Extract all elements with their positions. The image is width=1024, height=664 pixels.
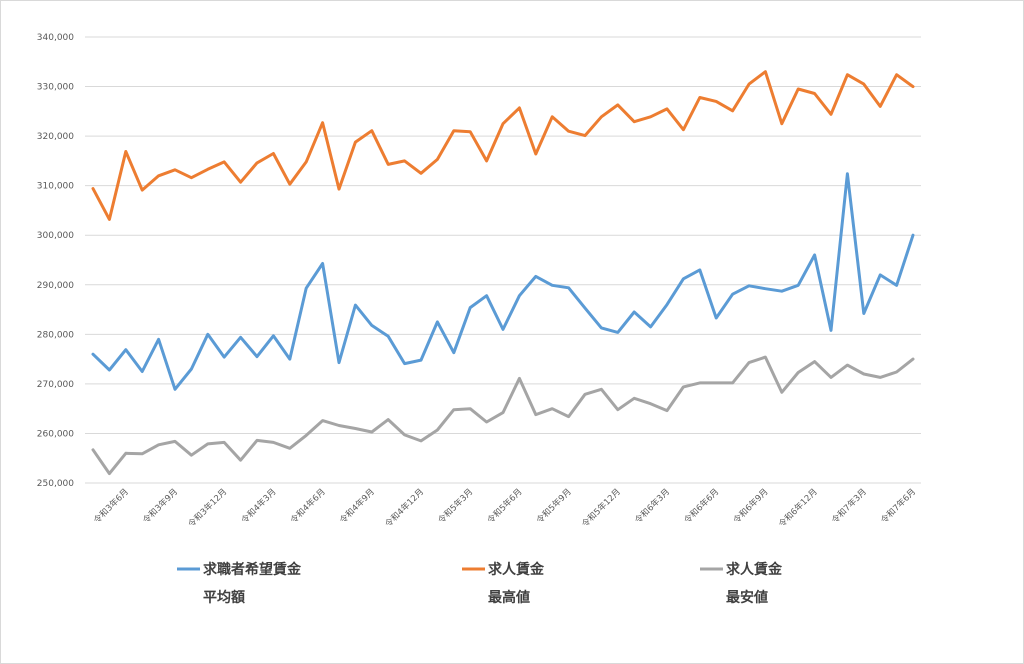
series-line-2	[91, 70, 915, 221]
legend-label-line2: 最高値	[488, 589, 530, 606]
y-tick-label: 340,000	[37, 33, 74, 43]
y-tick-label: 260,000	[37, 429, 74, 439]
x-tick-label: 令和4年3月	[239, 486, 278, 525]
x-tick-label: 令和6年12月	[776, 486, 819, 529]
y-tick-label: 290,000	[37, 281, 74, 291]
legend-label: 求人賃金	[726, 561, 783, 578]
x-tick-label: 令和6年9月	[731, 486, 770, 525]
x-tick-label: 令和6年6月	[682, 486, 721, 525]
legend-label: 求職者希望賃金	[203, 561, 302, 578]
x-tick-label: 令和7年3月	[829, 486, 868, 525]
y-tick-label: 320,000	[37, 132, 74, 142]
x-tick-label: 令和3年12月	[186, 486, 229, 529]
y-tick-label: 310,000	[37, 182, 74, 192]
y-tick-label: 250,000	[37, 479, 74, 489]
x-tick-label: 令和5年12月	[580, 486, 623, 529]
series-line-1	[91, 172, 915, 391]
x-tick-label: 令和7年6月	[879, 486, 918, 525]
x-axis-labels: 令和3年6月 令和3年9月 令和3年12月 令和4年3月 令和4年6月 令和4年9月 令和4…	[91, 486, 918, 529]
x-tick-label: 令和5年9月	[534, 486, 573, 525]
x-tick-label: 令和4年12月	[383, 486, 426, 529]
gridlines	[85, 36, 921, 484]
x-tick-label: 令和3年6月	[91, 486, 130, 525]
x-tick-label: 令和4年9月	[337, 486, 376, 525]
y-axis-labels: 250,000 260,000 270,000 280,000 290,000 300,0…	[37, 33, 74, 489]
legend-label: 求人賃金	[488, 561, 545, 578]
y-tick-label: 270,000	[37, 380, 74, 390]
x-tick-label: 令和5年3月	[436, 486, 475, 525]
x-tick-label: 令和5年6月	[485, 486, 524, 525]
series-line-3	[91, 355, 915, 476]
series-lines	[91, 70, 915, 476]
y-tick-label: 330,000	[37, 83, 74, 93]
y-tick-label: 300,000	[37, 231, 74, 241]
x-tick-label: 令和4年6月	[288, 486, 327, 525]
y-tick-label: 280,000	[37, 330, 74, 340]
legend-label-line2: 平均額	[203, 589, 245, 606]
x-tick-label: 令和6年3月	[633, 486, 672, 525]
x-tick-label: 令和3年9月	[141, 486, 180, 525]
legend-label-line2: 最安値	[726, 589, 768, 606]
